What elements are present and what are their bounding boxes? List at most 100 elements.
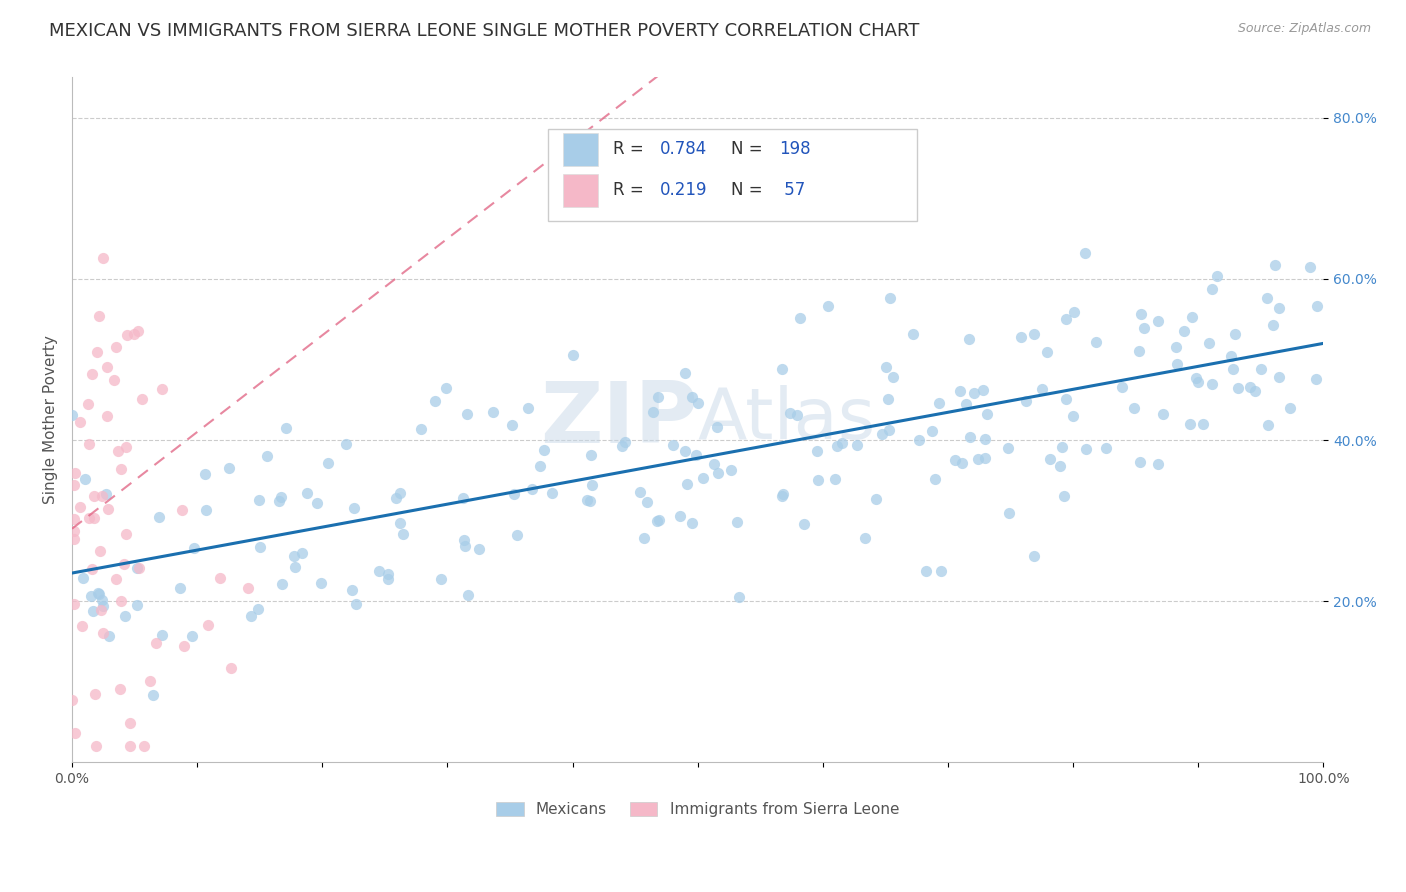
Point [1166,357,1188,371]
Point [335,437,357,451]
Point [1022,549,1045,564]
Point [921,424,943,438]
FancyBboxPatch shape [547,128,917,221]
Point [647,391,669,405]
Point [114,608,136,623]
Point [1147,457,1170,471]
Point [1278,401,1301,415]
Text: 57: 57 [779,181,806,200]
Point [628,484,651,499]
Point [728,590,751,604]
Point [93,625,115,640]
Point [901,326,924,341]
Point [1226,381,1249,395]
Point [1010,330,1032,344]
Point [91,251,114,265]
Point [1239,379,1261,393]
Point [105,572,128,586]
Point [1250,362,1272,376]
Point [770,362,793,376]
Point [501,418,523,433]
Point [1256,291,1278,305]
Point [1031,382,1053,396]
Point [344,597,367,611]
Point [218,460,240,475]
Point [1198,336,1220,351]
Point [194,467,217,482]
Point [80,589,103,603]
Point [875,359,897,374]
Text: 0.219: 0.219 [661,181,707,200]
Legend: Mexicans, Immigrants from Sierra Leone: Mexicans, Immigrants from Sierra Leone [491,796,905,823]
Point [115,327,138,342]
Point [1062,409,1084,424]
Text: N =: N = [731,140,768,159]
Point [291,546,314,560]
Point [62,524,84,538]
Point [83,511,105,525]
Point [89,544,111,558]
Point [643,405,665,419]
Point [669,508,692,523]
Point [529,458,551,473]
Point [865,491,887,506]
Point [90,603,112,617]
Point [706,419,728,434]
Point [877,392,900,406]
Point [83,489,105,503]
Point [173,639,195,653]
Point [145,635,167,649]
Point [793,516,815,531]
Point [879,291,901,305]
Point [966,452,988,467]
Point [1306,299,1329,313]
Point [84,739,107,754]
Point [128,561,150,575]
Point [1268,301,1291,315]
Point [1299,260,1322,274]
Point [169,582,191,596]
Point [247,493,270,508]
Point [831,436,853,450]
Text: R =: R = [613,140,648,159]
Point [703,458,725,472]
Point [855,531,877,545]
Point [1305,372,1327,386]
Point [1129,455,1152,469]
Point [295,486,318,500]
Point [63,477,86,491]
Point [105,340,128,354]
Point [1050,441,1073,455]
Point [127,561,149,575]
Point [562,347,585,361]
Point [636,495,658,509]
Point [1085,334,1108,349]
Point [247,602,270,616]
Point [305,496,328,510]
Point [340,583,363,598]
Point [1054,312,1077,326]
Point [1206,268,1229,283]
Point [125,598,148,612]
Point [343,501,366,516]
Point [1178,417,1201,432]
Point [1201,376,1223,391]
Y-axis label: Single Mother Poverty: Single Mother Poverty [44,335,58,504]
Point [73,472,96,486]
Text: Atlas: Atlas [697,385,876,454]
Point [779,406,801,420]
Point [69,500,91,515]
Point [453,533,475,547]
Point [65,725,87,739]
Point [384,491,406,506]
Point [720,463,742,477]
Point [309,575,332,590]
Point [63,512,86,526]
Point [824,471,846,485]
Point [434,381,457,395]
Text: R =: R = [613,181,648,200]
Point [120,716,142,731]
Point [943,453,966,467]
Point [817,299,839,313]
FancyBboxPatch shape [562,133,598,166]
